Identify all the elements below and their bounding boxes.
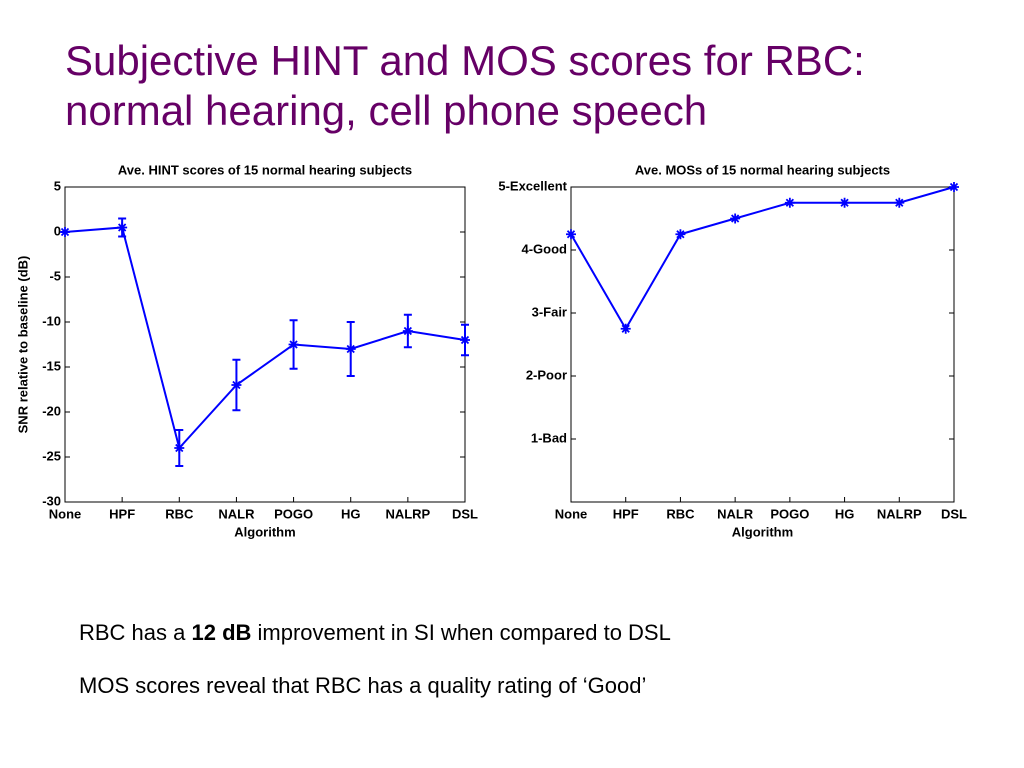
- data-line: [570, 186, 955, 331]
- y-tick-label: -10: [42, 313, 61, 328]
- x-tick-label: RBC: [666, 506, 695, 521]
- data-marker: [894, 197, 905, 208]
- y-tick-label: 3-Fair: [532, 304, 567, 319]
- x-tick-label: POGO: [274, 506, 313, 521]
- data-marker: [839, 197, 850, 208]
- x-tick-label: None: [555, 506, 588, 521]
- title-line: normal hearing, cell phone speech: [65, 87, 708, 134]
- data-marker: [784, 197, 795, 208]
- data-marker: [675, 229, 686, 240]
- data-marker: [345, 344, 356, 354]
- chart-title: Ave. MOSs of 15 normal hearing subjects: [635, 162, 890, 177]
- y-tick-label: 4-Good: [522, 241, 568, 256]
- x-axis-label: Algorithm: [732, 524, 793, 539]
- data-marker: [730, 213, 741, 224]
- y-axis-label: SNR relative to baseline (dB): [15, 256, 30, 434]
- charts: Ave. HINT scores of 15 normal hearing su…: [15, 162, 967, 539]
- x-tick-label: DSL: [941, 506, 967, 521]
- data-marker: [60, 227, 70, 237]
- y-tick-label: -30: [42, 493, 61, 508]
- x-axis-label: Algorithm: [234, 524, 295, 539]
- plot-frame: [570, 186, 955, 503]
- x-tick-label: HPF: [613, 506, 639, 521]
- x-tick-label: NALRP: [877, 506, 922, 521]
- bullet-text: RBC has a: [79, 620, 192, 645]
- data-marker: [460, 335, 470, 345]
- y-tick-label: 0: [54, 223, 61, 238]
- data-line: [64, 226, 466, 451]
- y-tick-label: -15: [42, 358, 61, 373]
- data-marker: [402, 326, 413, 336]
- x-tick-label: NALR: [218, 506, 255, 521]
- y-tick-label: 5-Excellent: [498, 178, 567, 193]
- y-tick-label: 2-Poor: [526, 367, 567, 382]
- x-tick-label: NALRP: [385, 506, 430, 521]
- plot-frame: [64, 186, 466, 503]
- x-tick-label: HG: [835, 506, 855, 521]
- bullet-text: improvement in SI when compared to DSL: [251, 620, 671, 645]
- x-tick-label: NALR: [717, 506, 754, 521]
- data-marker: [117, 222, 128, 233]
- x-tick-label: POGO: [770, 506, 809, 521]
- y-tick-label: -20: [42, 403, 61, 418]
- data-marker: [620, 323, 631, 334]
- data-marker: [566, 229, 576, 240]
- chart-title: Ave. HINT scores of 15 normal hearing su…: [118, 162, 412, 177]
- x-tick-label: RBC: [165, 506, 194, 521]
- data-marker: [231, 380, 242, 390]
- data-marker: [288, 339, 299, 350]
- y-tick-label: -25: [42, 448, 61, 463]
- x-tick-label: HPF: [109, 506, 135, 521]
- title-line: Subjective HINT and MOS scores for RBC:: [65, 37, 865, 84]
- bullet: RBC has a 12 dB improvement in SI when c…: [79, 620, 671, 646]
- y-tick-label: 1-Bad: [531, 430, 567, 445]
- slide-title: Subjective HINT and MOS scores for RBC: …: [65, 36, 865, 136]
- y-tick-label: 5: [54, 178, 61, 193]
- x-tick-label: HG: [341, 506, 361, 521]
- bullet-bold: 12 dB: [191, 620, 252, 645]
- y-tick-label: -5: [49, 268, 61, 283]
- bullet: MOS scores reveal that RBC has a quality…: [79, 673, 646, 699]
- data-marker: [949, 182, 959, 192]
- data-marker: [174, 443, 185, 453]
- bullet-text: MOS scores reveal that RBC has a quality…: [79, 673, 647, 698]
- x-tick-label: DSL: [452, 506, 478, 521]
- x-tick-label: None: [49, 506, 82, 521]
